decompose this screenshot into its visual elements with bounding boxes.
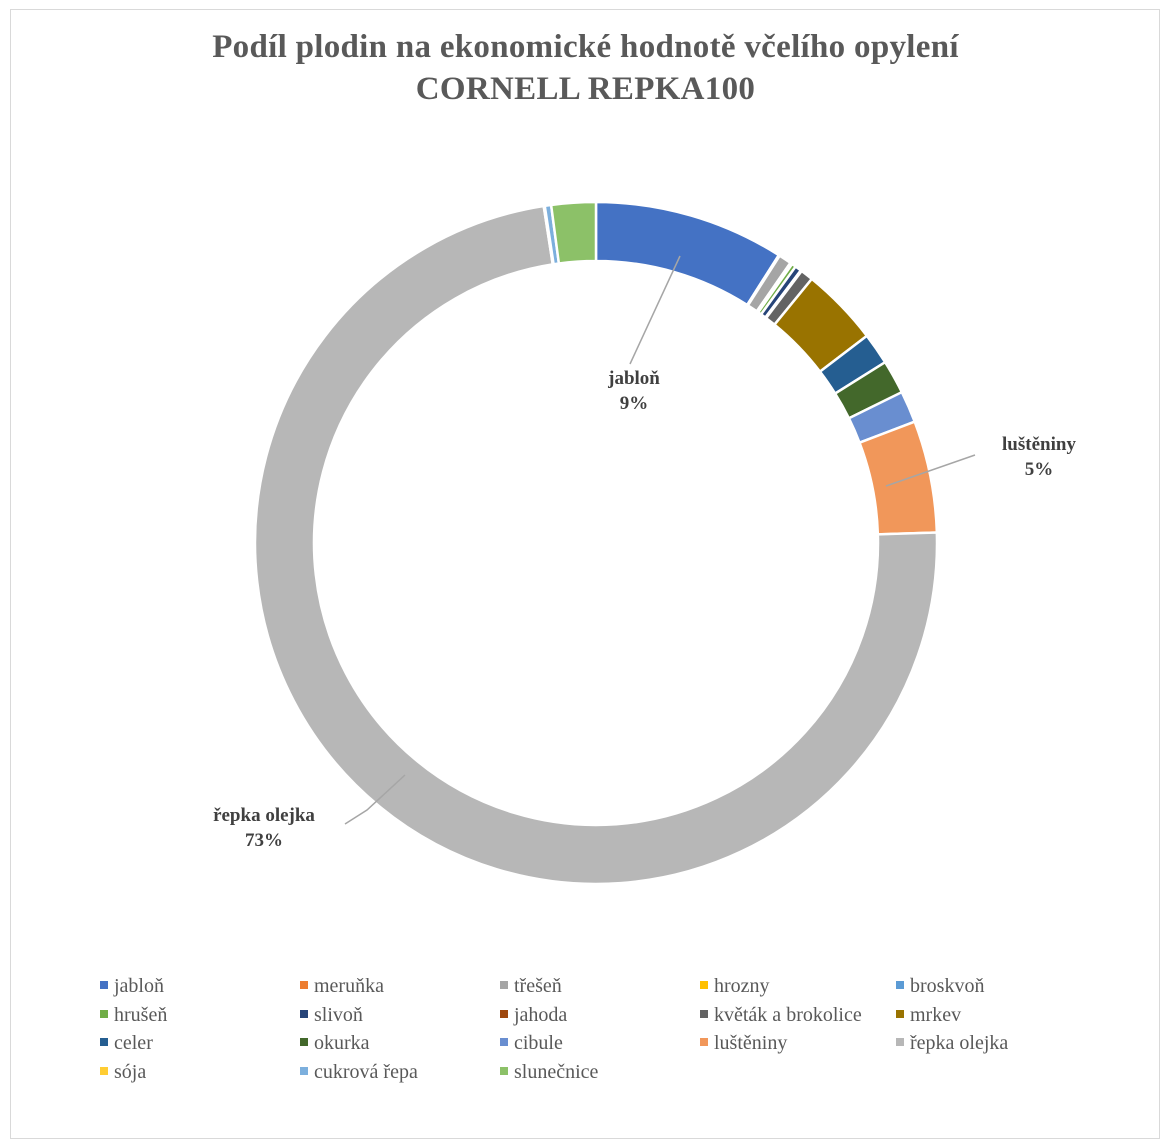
legend-swatch: [300, 1038, 308, 1046]
slice-jablon: [594, 200, 781, 307]
legend-item-jablon: jabloň: [100, 972, 164, 1000]
chart-title: Podíl plodin na ekonomické hodnotě včelí…: [0, 26, 1171, 110]
legend-swatch: [896, 1038, 904, 1046]
legend-item-cibule: cibule: [500, 1029, 563, 1057]
legend-item-mrkev: mrkev: [896, 1001, 961, 1029]
leader-line-jablon: [629, 255, 681, 365]
slice-repka-olejka: [253, 204, 939, 886]
legend-swatch: [500, 1038, 508, 1046]
legend-item-repka-olejka: řepka olejka: [896, 1029, 1008, 1057]
data-label-percent-lusteniny: 5%: [1025, 459, 1054, 480]
legend-swatch: [500, 1009, 508, 1018]
legend-swatch: [896, 1009, 904, 1018]
legend-item-slivon: slivoň: [300, 1001, 363, 1029]
legend-item-soja: sója: [100, 1058, 146, 1086]
leader-line-lusteniny: [885, 454, 976, 487]
legend-swatch: [500, 981, 508, 989]
legend-label: okurka: [314, 1032, 370, 1054]
legend-item-jahoda: jahoda: [500, 1001, 567, 1029]
legend-label: hrozny: [714, 975, 770, 997]
legend-swatch: [300, 1066, 308, 1075]
legend-item-cukrova-repa: cukrová řepa: [300, 1058, 418, 1086]
legend-item-merunka: meruňka: [300, 972, 384, 1000]
legend-label: třešeň: [514, 975, 562, 997]
legend-label: meruňka: [314, 975, 384, 997]
legend-swatch: [100, 1038, 108, 1046]
legend-item-hrozny: hrozny: [700, 972, 770, 1000]
legend-item-slunecnice: slunečnice: [500, 1058, 598, 1086]
legend-swatch: [500, 1066, 508, 1075]
legend-label: slivoň: [314, 1003, 363, 1026]
legend-item-celer: celer: [100, 1029, 153, 1057]
legend-item-lusteniny: luštěniny: [700, 1029, 787, 1057]
legend-label: celer: [114, 1032, 153, 1054]
leader-line-repka-olejka: [344, 774, 406, 825]
chart-frame: [10, 9, 1160, 1139]
legend-label: jabloň: [114, 975, 164, 997]
legend-item-broskvon: broskvoň: [896, 972, 984, 1000]
legend-item-tresen: třešeň: [500, 972, 562, 1000]
legend-swatch: [100, 981, 108, 989]
legend-swatch: [896, 981, 904, 989]
legend-swatch: [700, 981, 708, 989]
legend-swatch: [100, 1009, 108, 1018]
legend-label: sója: [114, 1060, 147, 1083]
legend-label: cibule: [514, 1032, 563, 1054]
legend-item-hrusen: hrušeň: [100, 1001, 167, 1029]
data-label-name-jablon: jabloň: [607, 368, 660, 389]
legend-swatch: [100, 1066, 108, 1075]
legend-label: hrušeň: [114, 1003, 168, 1026]
legend-label: slunečnice: [514, 1060, 599, 1083]
data-label-name-lusteniny: luštěniny: [1002, 434, 1076, 455]
legend-label: jahoda: [514, 1003, 568, 1026]
chart-subtitle: CORNELL REPKA100: [415, 71, 756, 107]
chart-title-line-1: Podíl plodin na ekonomické hodnotě včelí…: [212, 29, 959, 65]
donut-slices: [253, 200, 939, 886]
legend-label: cukrová řepa: [314, 1060, 418, 1083]
slice-lusteniny: [857, 420, 939, 536]
legend-label: luštěniny: [714, 1032, 788, 1054]
data-labels: jabloň 9% luštěniny 5% řepka olejka 73%: [213, 368, 1076, 851]
legend-swatch: [700, 1009, 708, 1018]
legend-item-kvetak-a-brokolice: květák a brokolice: [700, 1001, 862, 1029]
legend-label: broskvoň: [910, 975, 985, 997]
legend-label: řepka olejka: [910, 1032, 1009, 1054]
data-label-percent-jablon: 9%: [620, 393, 649, 414]
legend-swatch: [700, 1038, 708, 1046]
data-label-leaders: [344, 255, 976, 825]
legend-swatch: [300, 981, 308, 989]
slice-slunecnice: [549, 200, 598, 265]
legend-item-okurka: okurka: [300, 1029, 370, 1057]
legend-label: mrkev: [910, 1003, 962, 1026]
legend-swatch: [300, 1009, 308, 1018]
legend-label: květák a brokolice: [714, 1003, 862, 1026]
data-label-name-repka-olejka: řepka olejka: [213, 805, 315, 826]
data-label-percent-repka-olejka: 73%: [245, 830, 283, 851]
